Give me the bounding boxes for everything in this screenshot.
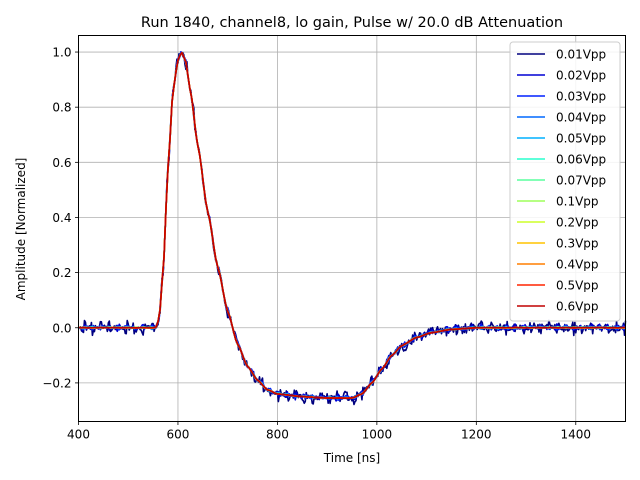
legend-box	[509, 41, 621, 322]
series-line	[78, 51, 626, 399]
x-axis-label: Time [ns]	[323, 451, 380, 465]
y-tick-label: −0.2	[42, 376, 71, 390]
legend-entry: 0.4Vpp	[556, 258, 599, 272]
legend-entry: 0.07Vpp	[556, 174, 606, 188]
y-tick-label: 0.0	[52, 321, 71, 335]
x-tick-label: 400	[67, 428, 90, 442]
plot-frame	[78, 35, 626, 422]
y-axis-label: Amplitude [Normalized]	[14, 158, 28, 301]
x-axis-ticks: 400 600 800 1000 1200 1400	[67, 421, 591, 442]
y-tick-label: 0.6	[52, 156, 71, 170]
legend-entry: 0.6Vpp	[556, 300, 599, 314]
legend-entry: 0.3Vpp	[556, 237, 599, 251]
y-tick-label: 0.2	[52, 266, 71, 280]
legend-entry: 0.1Vpp	[556, 195, 599, 209]
legend-entry: 0.02Vpp	[556, 69, 606, 83]
legend-entry: 0.5Vpp	[556, 279, 599, 293]
y-axis-ticks: −0.2 0.0 0.2 0.4 0.6 0.8 1.0	[42, 46, 79, 390]
legend-entry: 0.05Vpp	[556, 132, 606, 146]
legend-entry: 0.2Vpp	[556, 216, 599, 230]
x-tick-label: 600	[167, 428, 190, 442]
legend: 0.01Vpp 0.02Vpp 0.03Vpp 0.04Vpp 0.05Vpp 0.06V…	[509, 41, 621, 322]
x-tick-label: 1200	[461, 428, 492, 442]
x-tick-label: 800	[266, 428, 289, 442]
y-tick-label: 1.0	[52, 46, 71, 60]
legend-entry: 0.06Vpp	[556, 153, 606, 167]
x-tick-label: 1000	[362, 428, 393, 442]
legend-entry: 0.04Vpp	[556, 111, 606, 125]
chart-title: Run 1840, channel8, lo gain, Pulse w/ 20…	[141, 15, 563, 31]
x-tick-label: 1400	[560, 428, 591, 442]
legend-entry: 0.03Vpp	[556, 90, 606, 104]
series-group	[78, 51, 627, 406]
legend-entry: 0.01Vpp	[556, 48, 606, 62]
y-tick-label: 0.8	[52, 101, 71, 115]
y-tick-label: 0.4	[52, 211, 71, 225]
